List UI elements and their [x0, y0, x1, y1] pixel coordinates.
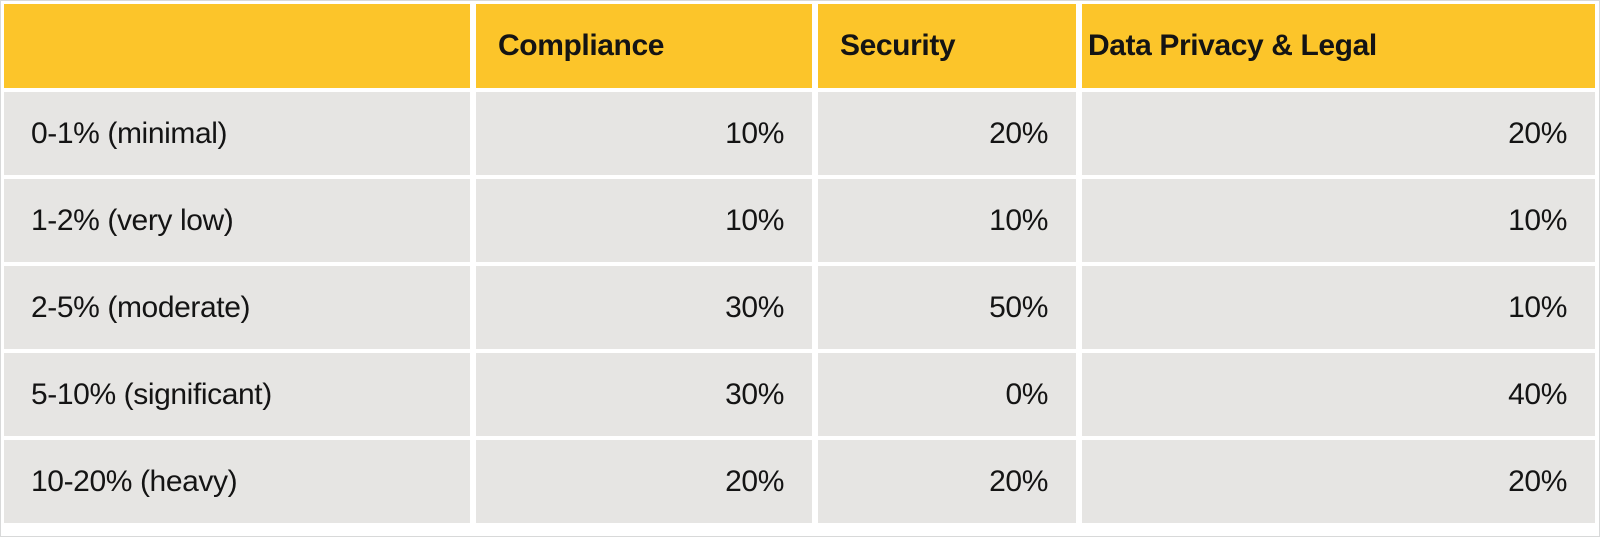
header-cell-blank [4, 4, 470, 88]
cell-value: 10% [1082, 179, 1595, 262]
row-label: 2-5% (moderate) [4, 266, 470, 349]
cell-value: 10% [476, 179, 812, 262]
overhead-allocation-table: Compliance Security Data Privacy & Legal… [4, 4, 1595, 523]
row-label: 5-10% (significant) [4, 353, 470, 436]
cell-value: 20% [1082, 92, 1595, 175]
cell-value: 40% [1082, 353, 1595, 436]
cell-value: 10% [1082, 266, 1595, 349]
row-label: 1-2% (very low) [4, 179, 470, 262]
header-cell-data-privacy-legal: Data Privacy & Legal [1082, 4, 1595, 88]
cell-value: 20% [1082, 440, 1595, 523]
cell-value: 20% [818, 440, 1076, 523]
cell-value: 0% [818, 353, 1076, 436]
header-cell-compliance: Compliance [476, 4, 812, 88]
header-cell-security: Security [818, 4, 1076, 88]
cell-value: 10% [476, 92, 812, 175]
row-label: 0-1% (minimal) [4, 92, 470, 175]
cell-value: 30% [476, 266, 812, 349]
cell-value: 30% [476, 353, 812, 436]
cell-value: 50% [818, 266, 1076, 349]
cell-value: 10% [818, 179, 1076, 262]
cell-value: 20% [476, 440, 812, 523]
row-label: 10-20% (heavy) [4, 440, 470, 523]
cell-value: 20% [818, 92, 1076, 175]
